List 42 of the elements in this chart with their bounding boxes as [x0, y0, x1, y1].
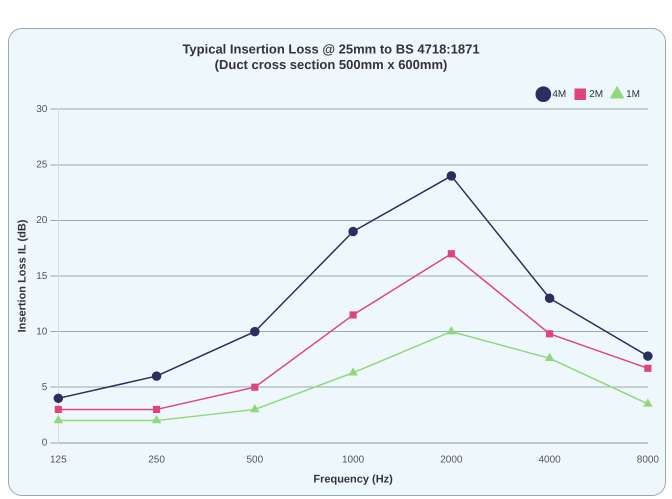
x-tick-label: 250	[148, 454, 166, 466]
point	[54, 406, 62, 414]
point	[54, 416, 63, 424]
x-tick-label: 500	[246, 454, 264, 466]
y-tick-label: 20	[36, 215, 48, 226]
y-tick-label: 30	[36, 104, 48, 115]
y-tick-label: 0	[42, 438, 48, 449]
point	[348, 226, 358, 236]
point	[546, 330, 554, 338]
legend-label: 2M	[589, 88, 604, 100]
x-tick-label: 8000	[636, 454, 660, 466]
y-axis-title: Insertion Loss IL (dB)	[16, 219, 29, 332]
y-tick-label: 10	[36, 326, 48, 338]
y-tick-label: 5	[42, 382, 48, 393]
point	[153, 406, 160, 414]
point	[447, 326, 456, 334]
x-tick-label: 1000	[342, 454, 365, 466]
point	[643, 351, 653, 361]
point	[152, 371, 162, 381]
legend-label: 4M	[552, 88, 566, 100]
point	[448, 250, 455, 258]
x-tick-label: 125	[50, 454, 68, 466]
text: (Duct cross section 500mm x 600mm)	[214, 56, 448, 72]
point	[54, 394, 64, 404]
point	[644, 364, 652, 372]
point	[545, 354, 554, 362]
text: Typical Insertion Loss @ 25mm to BS 4718:1871	[182, 41, 480, 56]
point	[446, 171, 456, 181]
x-axis-title: Frequency (Hz)	[313, 473, 394, 486]
point	[350, 311, 357, 318]
y-tick-label: 25	[36, 160, 48, 171]
x-tick-label: 2000	[440, 454, 463, 466]
x-tick-label: 4000	[538, 454, 562, 466]
point	[250, 404, 260, 412]
point	[544, 293, 554, 303]
point	[348, 368, 358, 376]
point	[644, 399, 652, 407]
point	[152, 416, 161, 424]
legend-label: 1M	[626, 88, 640, 100]
y-tick-label: 15	[36, 270, 48, 282]
point	[251, 384, 258, 391]
point	[250, 326, 260, 336]
